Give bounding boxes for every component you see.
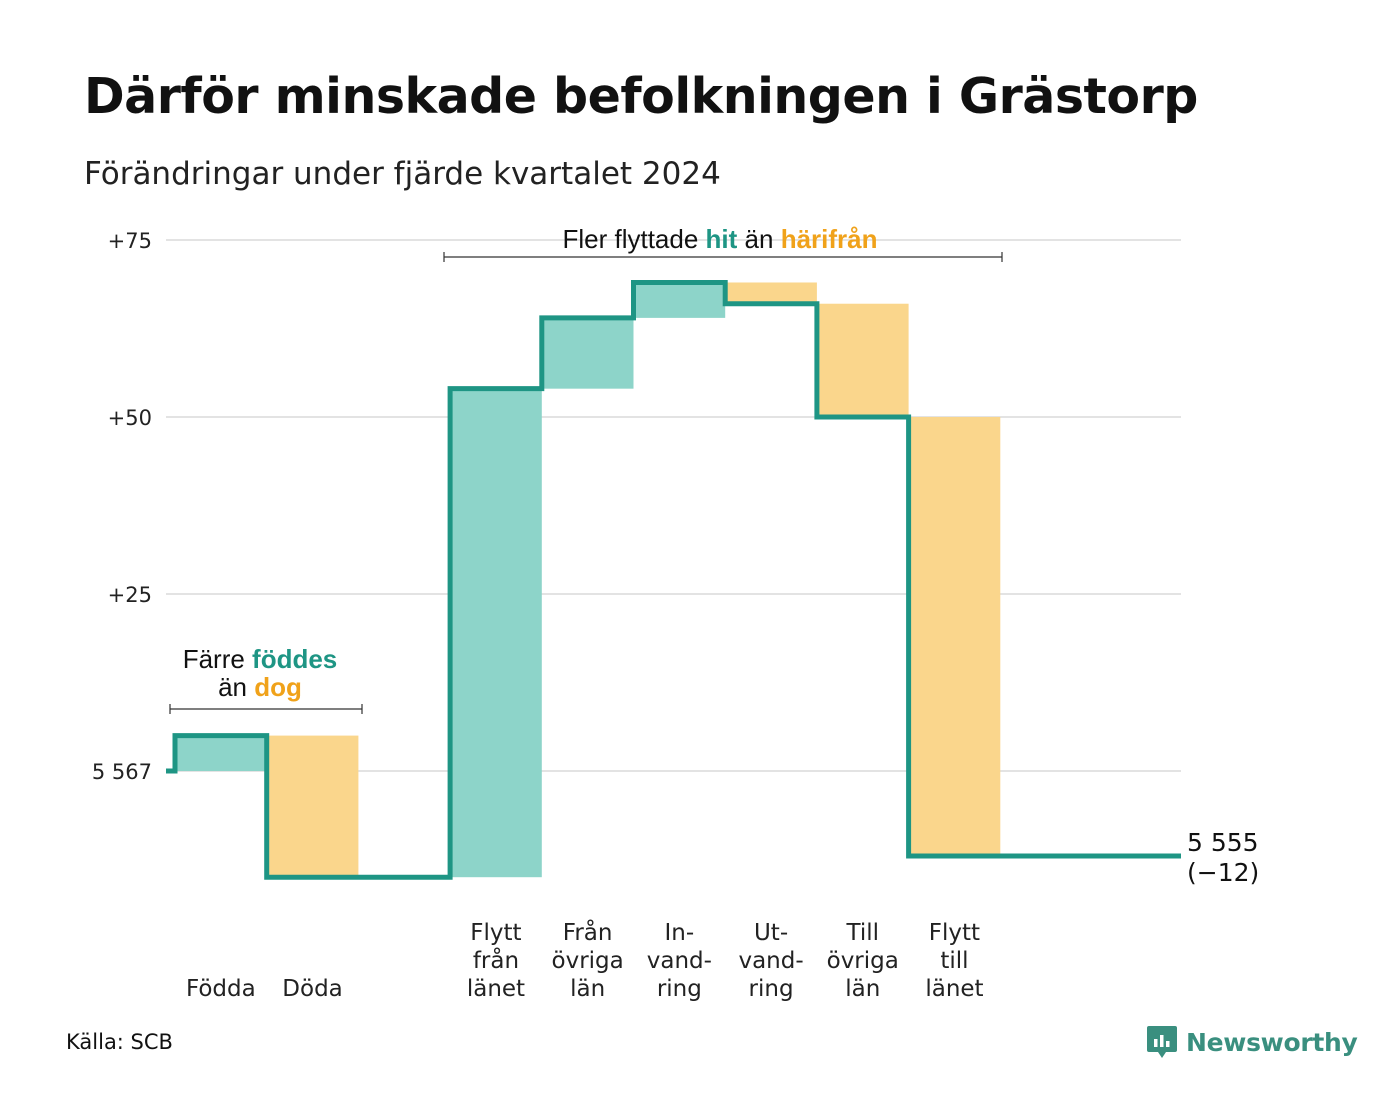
births-annotation-line2: än dog	[218, 672, 302, 702]
births-annotation: Färre föddes än dog	[169, 644, 363, 714]
end-change-label: (−12)	[1187, 858, 1259, 887]
x-category-label: In-	[665, 920, 695, 946]
waterfall-bar	[450, 388, 542, 878]
source-note: Källa: SCB	[66, 1030, 173, 1054]
waterfall-bar	[175, 735, 267, 771]
chart-subtitle: Förändringar under fjärde kvartalet 2024	[84, 156, 721, 192]
x-category-label: ring	[657, 976, 702, 1002]
x-category-label: till	[940, 948, 968, 974]
x-category-label: övriga	[552, 948, 624, 974]
brand-name: Newsworthy	[1186, 1027, 1358, 1057]
waterfall-bar	[541, 317, 634, 389]
x-category-label: Döda	[282, 976, 342, 1002]
waterfall-bar	[266, 735, 359, 878]
births-annotation-line1: Färre föddes	[183, 644, 338, 674]
newsworthy-logo-icon	[1147, 1026, 1177, 1058]
x-category-label: ring	[749, 976, 794, 1002]
x-category-label: vand-	[647, 948, 712, 974]
x-category-label: övriga	[827, 948, 899, 974]
end-value-label: 5 555	[1187, 828, 1259, 857]
x-axis-labels: Födda DödaFlyttfrånlänetFrånövrigalänIn-v…	[186, 918, 984, 1002]
moves-annotation-text: Fler flyttade hit än härifrån	[562, 224, 877, 254]
x-category-label: län	[845, 976, 880, 1002]
waterfall-bar	[633, 282, 726, 318]
x-category-label: vand-	[738, 948, 803, 974]
y-tick-label: +25	[108, 583, 152, 607]
x-category-label: Födda	[186, 976, 256, 1002]
brand-logo: Newsworthy	[1146, 1024, 1358, 1060]
y-axis-ticks: 5 567 +25 +50 +75	[92, 229, 152, 784]
waterfall-bar	[908, 417, 1001, 856]
step-line-layer	[166, 279, 1181, 880]
x-category-label: Till	[845, 920, 879, 946]
bars	[175, 282, 1001, 878]
chart-title: Därför minskade befolkningen i Grästorp	[84, 68, 1198, 125]
x-category-label: länet	[467, 976, 525, 1002]
x-category-label: län	[570, 976, 605, 1002]
y-tick-label: +75	[108, 229, 152, 253]
waterfall-bar	[725, 282, 817, 304]
waterfall-bar	[816, 303, 909, 417]
x-category-label: länet	[925, 976, 983, 1002]
x-category-label: Ut-	[754, 920, 788, 946]
y-tick-label: +50	[108, 406, 152, 430]
gridlines	[166, 239, 1181, 772]
x-category-label: Flytt	[470, 920, 521, 946]
x-category-label: Från	[563, 918, 613, 946]
x-category-label: från	[473, 946, 519, 974]
x-category-label: Flytt	[929, 920, 980, 946]
cumulative-step-line	[166, 279, 1181, 880]
moves-annotation: Fler flyttade hit än härifrån	[443, 224, 1003, 262]
y-tick-label: 5 567	[92, 760, 152, 784]
